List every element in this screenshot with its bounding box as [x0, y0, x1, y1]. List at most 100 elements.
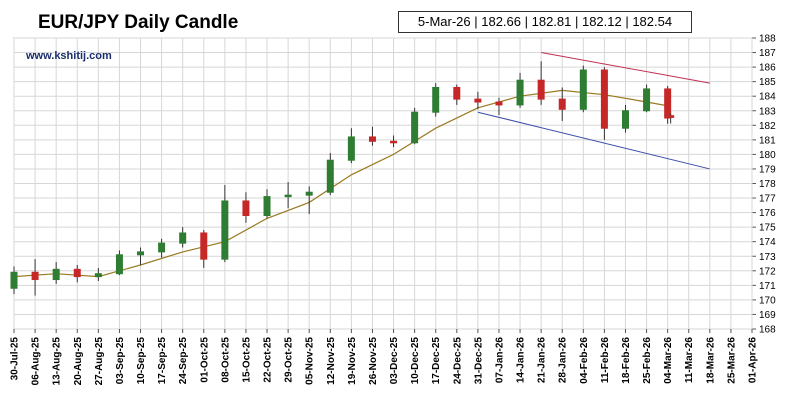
x-tick-label: 17-Sep-25 — [157, 337, 168, 385]
x-tick-label: 24-Dec-25 — [452, 337, 463, 385]
y-tick-label: 183 — [759, 106, 776, 117]
y-tick-label: 171 — [759, 281, 776, 292]
candle — [432, 83, 440, 117]
candle-body — [115, 254, 123, 275]
x-tick-label: 10-Dec-25 — [410, 337, 421, 385]
candle-body — [643, 88, 651, 112]
resistance-trendline — [541, 52, 710, 84]
y-tick-label: 181 — [759, 135, 776, 146]
y-tick-label: 184 — [759, 92, 776, 103]
candle — [200, 230, 208, 268]
candle — [516, 72, 524, 108]
chart-title: EUR/JPY Daily Candle — [38, 12, 239, 33]
x-tick-label: 01-Oct-25 — [199, 337, 210, 383]
x-tick-label: 24-Sep-25 — [178, 337, 189, 385]
x-tick-label: 13-Aug-25 — [52, 337, 63, 386]
candle — [558, 87, 566, 121]
candle-body — [137, 251, 145, 256]
candle — [284, 182, 292, 209]
candle — [158, 238, 166, 258]
candle-body — [326, 159, 334, 193]
x-tick-label: 25-Feb-26 — [642, 337, 653, 384]
candle — [305, 186, 313, 215]
x-tick-label: 01-Apr-26 — [748, 337, 759, 384]
y-tick-label: 178 — [759, 179, 776, 190]
candle-body — [10, 271, 18, 289]
candle — [326, 152, 334, 196]
candle-body — [242, 200, 250, 217]
y-tick-label: 186 — [759, 63, 776, 74]
candle-body — [263, 196, 271, 217]
y-tick-label: 174 — [759, 237, 776, 248]
candle — [579, 65, 587, 113]
x-tick-label: 31-Dec-25 — [473, 337, 484, 385]
candle — [137, 247, 145, 265]
candle-body — [158, 242, 166, 253]
x-tick-label: 07-Jan-26 — [494, 337, 505, 384]
y-tick-label: 187 — [759, 48, 776, 59]
candle — [390, 135, 398, 148]
y-tick-label: 179 — [759, 164, 776, 175]
x-tick-label: 15-Oct-25 — [241, 337, 252, 383]
x-tick-label: 26-Nov-25 — [368, 337, 379, 385]
candle — [52, 262, 60, 284]
x-tick-label: 10-Sep-25 — [136, 337, 147, 385]
candle — [411, 107, 419, 145]
candle — [94, 267, 102, 281]
x-tick-label: 21-Jan-26 — [537, 337, 548, 384]
x-tick-label: 27-Aug-25 — [94, 337, 105, 386]
candle — [453, 84, 461, 105]
candle — [347, 128, 355, 164]
candle — [73, 264, 81, 283]
x-tick-label: 11-Feb-26 — [600, 337, 611, 384]
x-tick-label: 30-Jul-25 — [10, 337, 21, 381]
candle-body — [390, 140, 398, 144]
candle-body — [664, 88, 672, 119]
candle — [643, 84, 651, 113]
x-tick-label: 03-Dec-25 — [389, 337, 400, 385]
y-tick-label: 176 — [759, 208, 776, 219]
candle-body — [200, 232, 208, 260]
candle-body — [667, 115, 675, 118]
watermark-text: www.kshitij.com — [26, 50, 112, 62]
x-tick-label: 29-Oct-25 — [284, 337, 295, 383]
candle — [115, 250, 123, 276]
x-tick-label: 11-Mar-26 — [684, 337, 695, 384]
candle-body — [600, 69, 608, 129]
candle-body — [453, 86, 461, 100]
y-tick-label: 175 — [759, 223, 776, 234]
candle — [179, 227, 187, 248]
candle-body — [537, 79, 545, 100]
candle-body — [31, 271, 39, 281]
x-tick-label: 28-Jan-26 — [558, 337, 569, 384]
candle-body — [52, 268, 60, 281]
candle — [600, 67, 608, 140]
candle-body — [94, 273, 102, 278]
candle — [31, 259, 39, 296]
x-tick-label: 08-Oct-25 — [220, 337, 231, 383]
x-tick-label: 25-Mar-26 — [726, 337, 737, 384]
y-tick-label: 177 — [759, 194, 776, 205]
x-tick-label: 03-Sep-25 — [115, 337, 126, 385]
x-tick-label: 19-Nov-25 — [347, 337, 358, 385]
candle — [621, 104, 629, 133]
y-tick-label: 168 — [759, 325, 776, 336]
y-tick-label: 172 — [759, 266, 776, 277]
candle — [495, 97, 503, 116]
candle-body — [474, 98, 482, 103]
ohlc-readout: 5-Mar-26 | 182.66 | 182.81 | 182.12 | 18… — [398, 11, 692, 33]
candle-body — [411, 111, 419, 144]
candle — [263, 189, 271, 219]
candle-body — [516, 79, 524, 106]
x-tick-label: 14-Jan-26 — [516, 337, 527, 384]
candle-body — [432, 86, 440, 113]
candle-body — [621, 110, 629, 129]
x-tick-label: 18-Feb-26 — [621, 337, 632, 384]
candle — [664, 86, 672, 124]
candle-body — [305, 191, 313, 196]
x-tick-label: 12-Nov-25 — [326, 337, 337, 385]
y-tick-label: 170 — [759, 295, 776, 306]
candle — [537, 61, 545, 105]
candle-body — [558, 98, 566, 110]
candle — [242, 192, 250, 223]
